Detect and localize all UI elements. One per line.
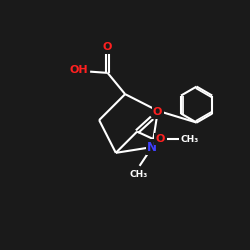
Text: O: O (156, 134, 165, 144)
Text: CH₃: CH₃ (129, 170, 148, 179)
Text: N: N (147, 140, 157, 153)
Text: CH₃: CH₃ (180, 134, 199, 143)
Text: O: O (153, 107, 162, 117)
Text: O: O (103, 42, 112, 52)
Text: OH: OH (70, 65, 88, 75)
